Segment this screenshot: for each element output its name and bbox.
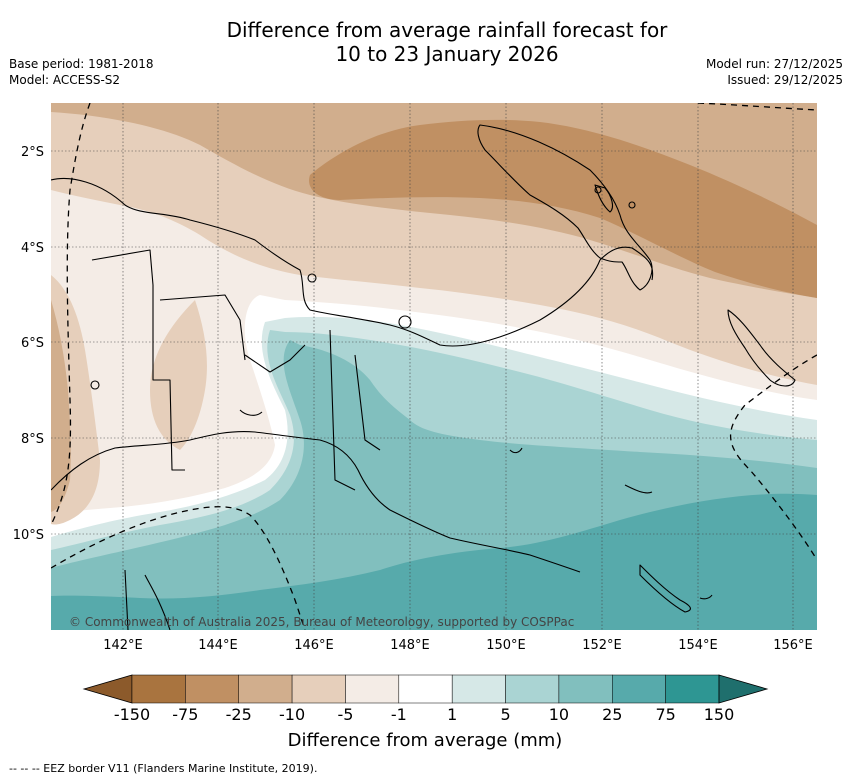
- chart-title: Difference from average rainfall forecas…: [0, 18, 850, 66]
- colorbar-bin: [185, 674, 239, 704]
- longitude-labels: 142°E 144°E 146°E 148°E 150°E 152°E 154°…: [103, 638, 813, 653]
- colorbar-extend-min: [82, 674, 133, 704]
- colorbar-bin: [665, 674, 720, 704]
- colorbar-tick-label: -150: [114, 705, 150, 724]
- colorbar-bin: [558, 674, 613, 704]
- title-line-1: Difference from average rainfall forecas…: [226, 18, 668, 42]
- cape-york-coast: [124, 569, 171, 630]
- colorbar-tick-label: 150: [704, 705, 735, 724]
- lat-label: 2°S: [21, 145, 44, 160]
- colorbar-extend-max: [718, 674, 769, 704]
- copyright-text: © Commonwealth of Australia 2025, Bureau…: [69, 615, 574, 629]
- model-run: Model run: 27/12/2025: [705, 57, 843, 71]
- colorbar-tick-label: -25: [226, 705, 252, 724]
- eez-borders: [51, 103, 817, 630]
- colorbar-tick-label: 10: [549, 705, 569, 724]
- lon-label: 144°E: [198, 638, 238, 653]
- latitude-labels: 2°S 4°S 6°S 8°S 10°S: [13, 145, 44, 543]
- colorbar-bin: [505, 674, 560, 704]
- colorbar-tick-label: -75: [172, 705, 198, 724]
- colorbar-tick-label: -5: [337, 705, 353, 724]
- colorbar: [82, 674, 769, 704]
- colorbar-tick-label: -10: [279, 705, 305, 724]
- colorbar-tick-label: -1: [391, 705, 407, 724]
- lon-label: 146°E: [294, 638, 334, 653]
- lon-label: 154°E: [678, 638, 718, 653]
- lon-label: 142°E: [103, 638, 143, 653]
- colorbar-tick-label: 25: [602, 705, 622, 724]
- title-line-2: 10 to 23 January 2026: [335, 42, 559, 66]
- lon-label: 150°E: [486, 638, 526, 653]
- lon-label: 156°E: [773, 638, 813, 653]
- colorbar-bin: [345, 674, 400, 704]
- colorbar-tick-label: 5: [500, 705, 510, 724]
- colorbar-bin: [238, 674, 293, 704]
- base-period: Base period: 1981-2018: [9, 57, 154, 71]
- meta-left: Base period: 1981-2018 Model: ACCESS-S2: [9, 56, 154, 88]
- colorbar-bin: [451, 674, 506, 704]
- rainfall-anomaly-field: [51, 103, 817, 630]
- meta-right: Model run: 27/12/2025 Issued: 29/12/2025: [706, 56, 843, 88]
- lat-label: 10°S: [13, 528, 44, 543]
- colorbar-bin: [612, 674, 666, 704]
- colorbar-bin: [291, 674, 346, 704]
- legend-title: Difference from average (mm): [287, 730, 563, 751]
- graticule: [51, 103, 817, 630]
- lon-label: 148°E: [390, 638, 430, 653]
- model-name: Model: ACCESS-S2: [9, 73, 121, 87]
- colorbar-bin: [131, 674, 186, 704]
- lat-label: 4°S: [21, 241, 44, 256]
- issued-date: Issued: 29/12/2025: [727, 73, 843, 87]
- coastlines: [51, 124, 796, 613]
- lat-label: 6°S: [21, 336, 44, 351]
- colorbar-tick-label: 75: [655, 705, 675, 724]
- eez-footnote: -- -- -- EEZ border V11 (Flanders Marine…: [9, 762, 318, 775]
- colorbar-tick-labels: -150 -75 -25 -10 -5 -1 1 5 10 25 75 150: [114, 705, 734, 724]
- lat-label: 8°S: [21, 432, 44, 447]
- band-neg25-neg75: [309, 119, 817, 299]
- lon-label: 152°E: [582, 638, 622, 653]
- colorbar-bin: [398, 674, 453, 704]
- colorbar-tick-label: 1: [447, 705, 457, 724]
